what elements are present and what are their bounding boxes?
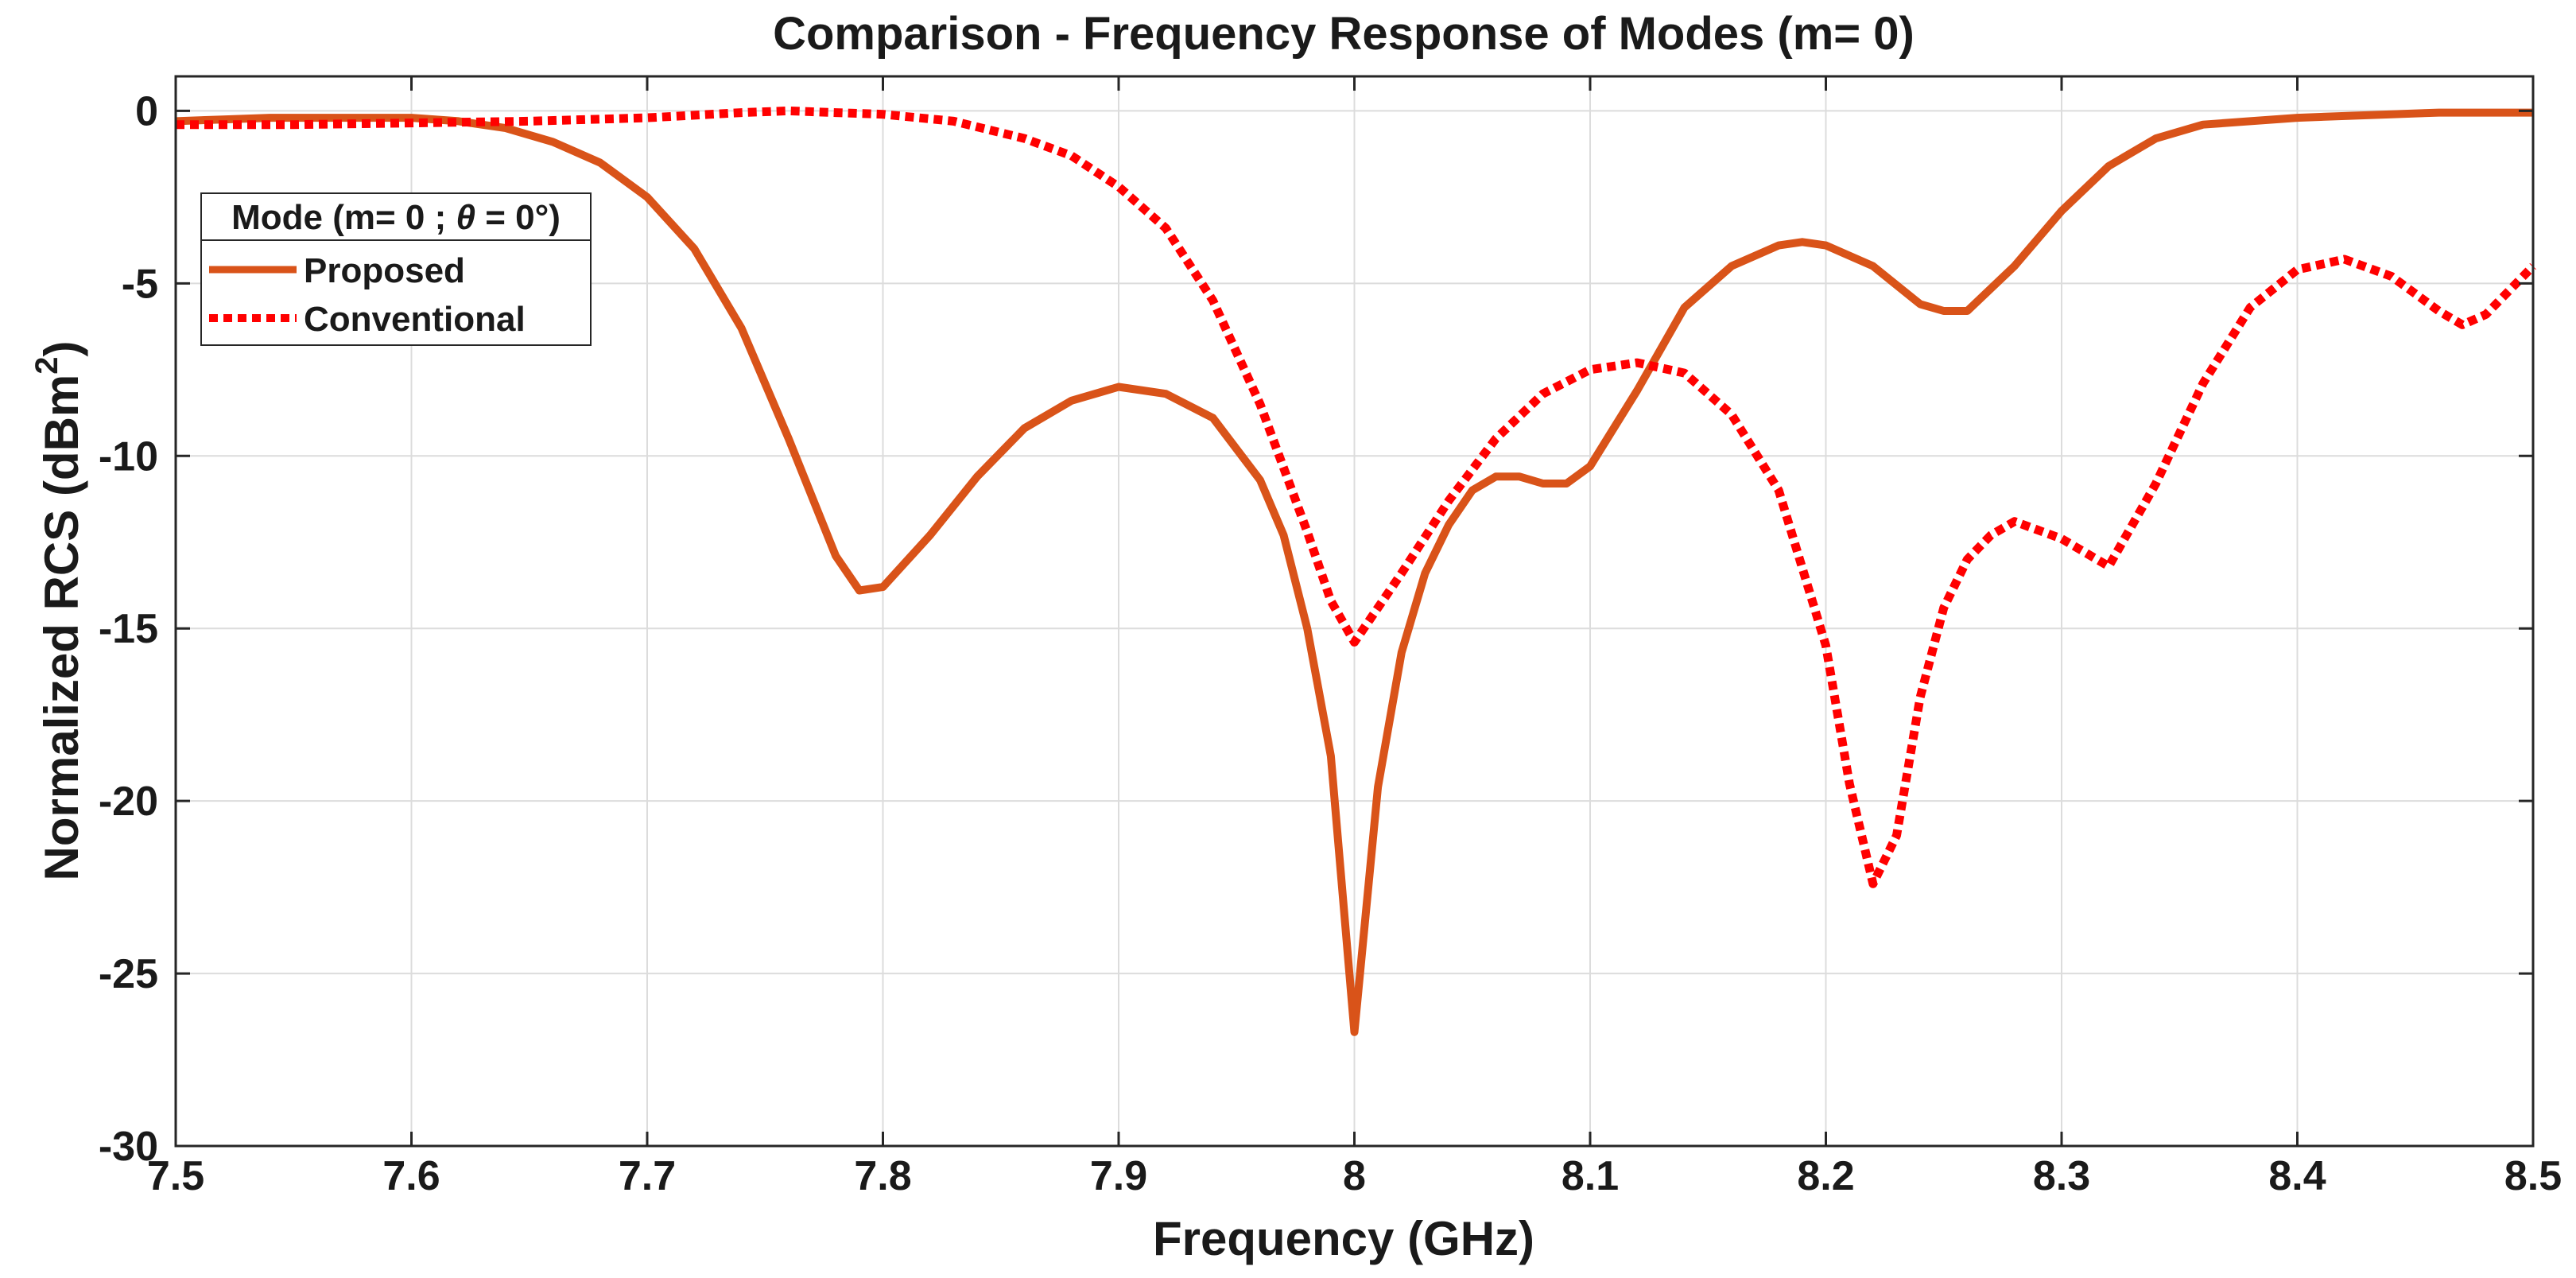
x-tick-label: 8.4 (2268, 1153, 2326, 1199)
x-tick-label: 8.1 (1562, 1153, 1619, 1199)
y-tick-label: -5 (122, 261, 158, 307)
series-layer (175, 106, 2536, 1036)
ticks: 7.5 7.6 7.7 7.8 7.9 8 8.1 8.2 8.3 8.4 8.5 0 -5 -10 -15… (99, 76, 2562, 1199)
x-tick-label: 8.2 (1797, 1153, 1854, 1199)
series-line-conventional (176, 106, 2536, 888)
x-tick-label: 7.9 (1090, 1153, 1147, 1199)
x-tick-label: 8 (1343, 1153, 1366, 1199)
x-tick-label: 8.3 (2033, 1153, 2090, 1199)
x-axis-label: Frequency (GHz) (1153, 1212, 1534, 1265)
y-tick-label: -10 (99, 433, 158, 480)
y-axis-label: Normalized RCS (dBm2) (29, 341, 88, 881)
legend: Mode (m= 0 ; θ = 0°) Proposed Convention… (200, 192, 592, 346)
x-tick-label: 7.5 (147, 1153, 204, 1199)
y-axis-label-superscript: 2 (29, 356, 64, 374)
legend-title-theta: θ (456, 198, 475, 237)
y-tick-label: -25 (99, 951, 158, 997)
x-tick-label: 8.5 (2504, 1153, 2562, 1199)
y-tick-label: -30 (99, 1124, 158, 1170)
series-line-proposed (175, 108, 2533, 1036)
chart-title: Comparison - Frequency Response of Modes… (773, 8, 1915, 60)
y-axis-label-main: Normalized RCS (dBm (35, 375, 88, 881)
legend-label-proposed: Proposed (304, 251, 465, 290)
y-tick-label: -20 (99, 779, 158, 825)
x-tick-label: 7.8 (854, 1153, 911, 1199)
y-axis-label-group: Normalized RCS (dBm2) (29, 341, 88, 881)
y-tick-label: 0 (135, 88, 158, 134)
x-tick-label: 7.6 (382, 1153, 440, 1199)
y-tick-label: -15 (99, 606, 158, 652)
legend-title: Mode (m= 0 ; θ = 0°) (231, 198, 561, 237)
y-axis-label-close: ) (35, 341, 88, 357)
x-tick-label: 7.7 (619, 1153, 676, 1199)
legend-title-before: Mode (m= 0 ; (231, 198, 456, 237)
legend-title-after: = 0°) (475, 198, 561, 237)
legend-label-conventional: Conventional (304, 300, 526, 339)
